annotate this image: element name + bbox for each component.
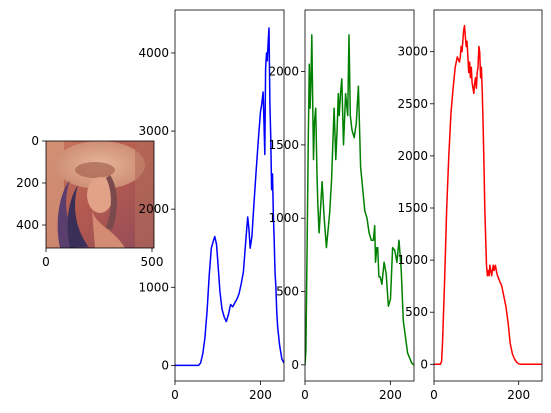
blue-histogram-line — [175, 27, 284, 367]
red-ytick-label: 2500 — [397, 97, 428, 111]
lena-image — [46, 141, 154, 248]
ytick-label-400: 400 — [16, 218, 39, 232]
green-histogram-panel: 0 500 1000 1500 2000 0 200 — [268, 9, 415, 402]
blue-xtick-label: 0 — [171, 388, 179, 402]
red-ytick-label: 3000 — [397, 45, 428, 59]
red-ytick-label: 0 — [420, 357, 428, 371]
red-histogram-panel: 0 500 1000 1500 2000 2500 3000 0 200 — [397, 9, 543, 402]
red-axes-frame — [433, 9, 543, 382]
green-axes-frame — [304, 9, 415, 382]
blue-xtick-label: 200 — [249, 388, 272, 402]
xtick-label-500: 500 — [141, 255, 164, 269]
blue-histogram-panel: 0 1000 2000 3000 4000 0 200 — [138, 9, 285, 402]
blue-ytick-label: 2000 — [138, 202, 169, 216]
ytick-label-200: 200 — [16, 176, 39, 190]
red-ytick-label: 1500 — [397, 201, 428, 215]
blue-ytick-label: 4000 — [138, 46, 169, 60]
image-frame — [45, 140, 155, 249]
red-histogram-line — [434, 24, 542, 366]
blue-axes-frame — [174, 9, 285, 382]
image-panel: 0 200 400 0 500 — [16, 134, 163, 269]
green-ytick-label: 1500 — [268, 138, 299, 152]
ytick-label-0: 0 — [31, 134, 39, 148]
green-xtick-label: 0 — [301, 388, 309, 402]
red-xtick-label: 200 — [507, 388, 530, 402]
green-xtick-label: 200 — [379, 388, 402, 402]
red-ytick-label: 2000 — [397, 149, 428, 163]
blue-ytick-label: 3000 — [138, 124, 169, 138]
green-ytick-label: 2000 — [268, 65, 299, 79]
green-ytick-label: 1000 — [268, 211, 299, 225]
red-xtick-label: 0 — [430, 388, 438, 402]
red-ytick-label: 500 — [405, 305, 428, 319]
blue-ytick-label: 0 — [161, 358, 169, 372]
blue-ytick-label: 1000 — [138, 280, 169, 294]
xtick-label-0: 0 — [42, 255, 50, 269]
green-histogram-line — [305, 34, 414, 366]
green-ytick-label: 500 — [276, 285, 299, 299]
red-ytick-label: 1000 — [397, 253, 428, 267]
green-ytick-label: 0 — [291, 358, 299, 372]
